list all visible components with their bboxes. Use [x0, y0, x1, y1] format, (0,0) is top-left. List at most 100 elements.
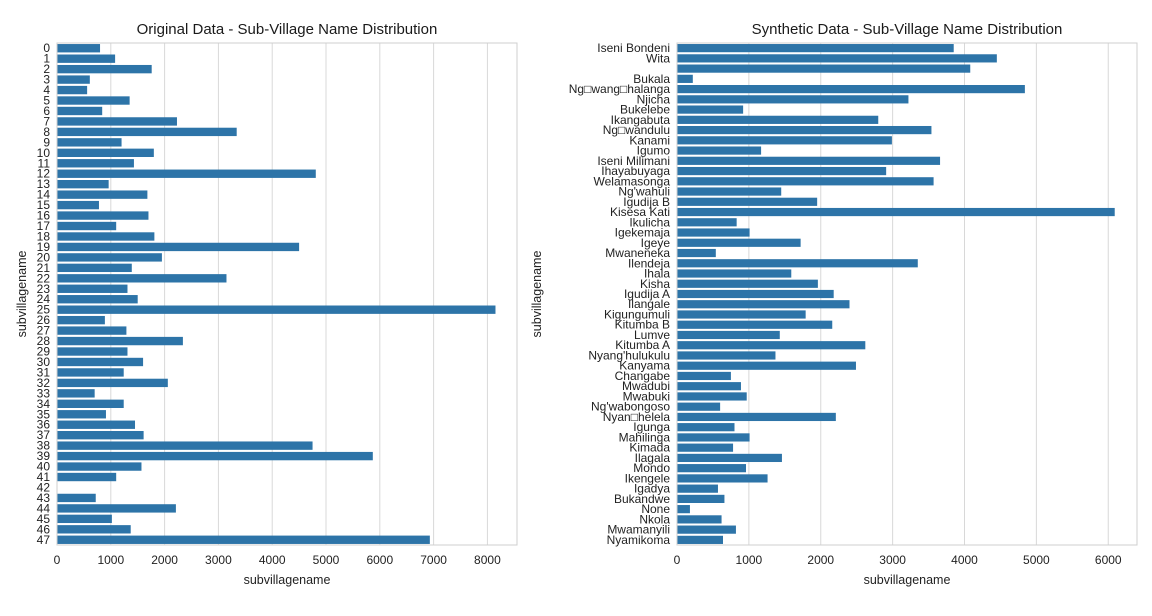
original-ytick-label: 20 — [37, 250, 51, 264]
original-bar — [57, 138, 122, 147]
synthetic-ytick-label: Mwamanyili — [607, 523, 670, 537]
synthetic-ytick-label: Ilendeja — [628, 256, 670, 270]
original-bar — [57, 117, 177, 126]
original-ytick-label: 38 — [37, 439, 51, 453]
original-ytick-label: 45 — [37, 512, 51, 526]
synthetic-bar — [677, 125, 932, 135]
original-bar — [57, 368, 124, 377]
original-xtick-label: 5000 — [313, 553, 340, 567]
original-bar — [57, 127, 237, 137]
original-bar — [57, 347, 128, 356]
original-ytick-label: 0 — [43, 41, 50, 55]
original-ytick-label: 15 — [37, 198, 51, 212]
synthetic-ytick-label: Igekemaja — [615, 226, 671, 240]
synthetic-bar — [677, 166, 887, 176]
original-bar — [57, 54, 116, 63]
original-ytick-label: 2 — [43, 62, 50, 76]
original-ytick-label: 9 — [43, 135, 50, 149]
synthetic-xtick-label: 0 — [674, 553, 681, 567]
original-ytick-label: 33 — [37, 386, 51, 400]
original-ytick-label: 37 — [37, 428, 51, 442]
original-ytick-label: 35 — [37, 407, 51, 421]
original-ytick-label: 17 — [37, 219, 51, 233]
synthetic-xlabel: subvillagename — [864, 573, 951, 587]
synthetic-xtick-label: 6000 — [1095, 553, 1122, 567]
original-ytick-label: 41 — [37, 470, 51, 484]
synthetic-axes-frame — [676, 42, 1138, 546]
synthetic-ytick-label: Ilagala — [635, 451, 671, 465]
original-bar — [57, 441, 313, 450]
synthetic-ytick-label: None — [641, 502, 670, 516]
synthetic-ytick-label: Kanami — [629, 133, 670, 147]
synthetic-bar — [677, 402, 721, 411]
synthetic-bar — [677, 464, 746, 473]
original-bar — [57, 326, 127, 335]
synthetic-bar — [677, 494, 725, 503]
synthetic-ytick-label: Kisha — [640, 277, 670, 291]
original-bar — [57, 431, 144, 440]
synthetic-bar — [677, 289, 834, 299]
synthetic-ytick-label: Kanyama — [619, 359, 670, 373]
original-ytick-label: 14 — [37, 188, 51, 202]
original-xtick-label: 1000 — [97, 553, 124, 567]
original-bar — [57, 169, 316, 178]
original-ytick-label: 23 — [37, 282, 51, 296]
synthetic-bar — [677, 136, 892, 145]
synthetic-ytick-label: Igeye — [641, 236, 671, 250]
synthetic-ytick-label: Kitumba A — [615, 338, 670, 352]
synthetic-ytick-label: Nyang'hulukulu — [588, 348, 670, 362]
synthetic-ytick-label: Ng'wahuli — [618, 185, 670, 199]
synthetic-ytick-label: Changabe — [615, 369, 671, 383]
original-title: Original Data - Sub-Village Name Distrib… — [137, 21, 438, 38]
synthetic-ytick-label: Ikulicha — [629, 215, 670, 229]
synthetic-bar — [677, 95, 909, 104]
original-bar — [57, 96, 130, 105]
original-ytick-label: 6 — [43, 104, 50, 118]
original-bar — [57, 336, 183, 346]
synthetic-xtick-label: 5000 — [1023, 553, 1050, 567]
original-bar — [57, 514, 112, 524]
synthetic-bar — [677, 279, 818, 288]
synthetic-bar — [677, 248, 716, 258]
original-ylabel: subvillagename — [15, 251, 29, 338]
original-bar — [57, 472, 117, 482]
original-ytick-label: 24 — [37, 292, 51, 306]
original-bar — [57, 535, 430, 544]
original-xtick-label: 8000 — [474, 553, 501, 567]
synthetic-ytick-label: Nyan□helela — [603, 410, 671, 424]
original-ytick-label: 44 — [37, 501, 51, 515]
original-ytick-label: 13 — [37, 177, 51, 191]
original-bar — [57, 64, 152, 74]
synthetic-bar — [677, 269, 792, 278]
synthetic-ytick-label: Igumo — [637, 144, 671, 158]
synthetic-ytick-label: Ihala — [644, 267, 670, 281]
original-ytick-label: 29 — [37, 345, 51, 359]
original-bar — [57, 106, 103, 116]
original-bar — [57, 159, 134, 168]
synthetic-bar — [677, 300, 850, 309]
synthetic-ytick-label: Nkola — [639, 512, 670, 526]
original-ytick-label: 36 — [37, 418, 51, 432]
original-ytick-label: 42 — [37, 480, 51, 494]
original-ytick-label: 31 — [37, 365, 51, 379]
synthetic-ytick-label: Iseni Milimani — [597, 154, 670, 168]
original-xtick-label: 3000 — [205, 553, 232, 567]
synthetic-bar — [677, 361, 856, 370]
synthetic-bar — [677, 525, 736, 534]
synthetic-ytick-label: Ng'wabongoso — [591, 400, 670, 414]
original-ytick-label: 22 — [37, 271, 51, 285]
original-bar — [57, 253, 162, 262]
synthetic-ytick-label: Bukandwe — [614, 492, 670, 506]
original-ytick-label: 47 — [37, 533, 51, 547]
original-xtick-label: 0 — [54, 553, 61, 567]
synthetic-ytick-label: Welamasonga — [594, 174, 671, 188]
original-bar — [57, 232, 155, 241]
original-bar — [57, 190, 148, 199]
synthetic-ytick-label: Ihayabuyaga — [601, 164, 670, 178]
synthetic-bar — [677, 535, 723, 544]
original-ytick-label: 8 — [43, 125, 50, 139]
synthetic-ytick-label: Mwaneneka — [605, 246, 670, 260]
synthetic-bar — [677, 320, 833, 329]
synthetic-ytick-label: Kisesa Kati — [610, 205, 670, 219]
